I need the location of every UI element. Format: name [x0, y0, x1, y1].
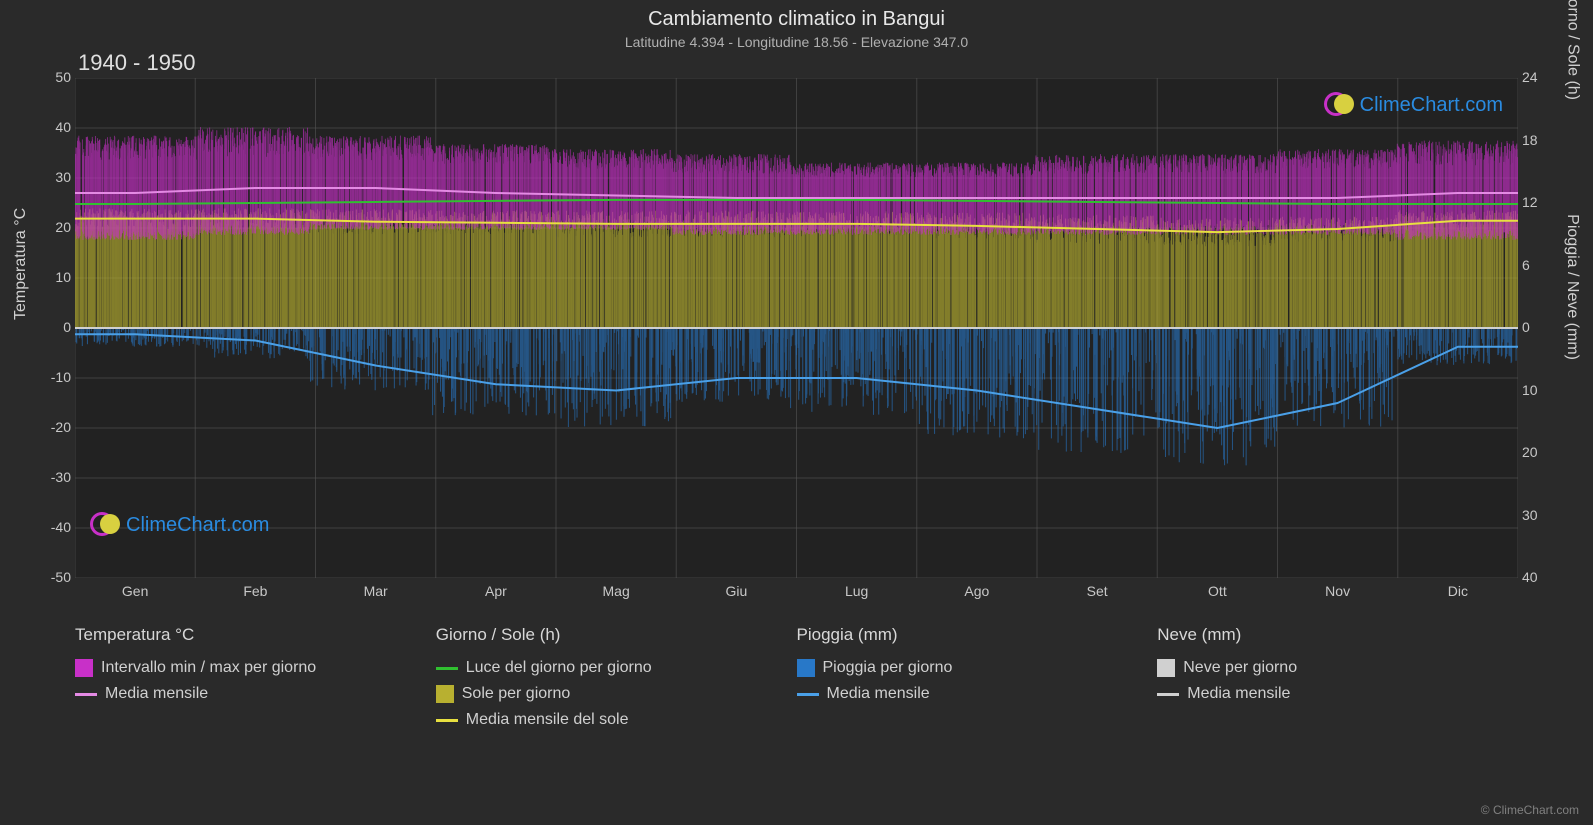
legend-column: Giorno / Sole (h) Luce del giorno per gio… [436, 625, 797, 729]
legend-item: Luce del giorno per giorno [436, 659, 797, 677]
legend-swatch [75, 693, 97, 696]
legend-label: Neve per giorno [1183, 659, 1297, 677]
xtick-month: Apr [485, 583, 507, 599]
legend-label: Media mensile [827, 685, 930, 703]
xtick-month: Giu [725, 583, 747, 599]
legend-column: Temperatura °C Intervallo min / max per g… [75, 625, 436, 729]
legend-header: Pioggia (mm) [797, 625, 1158, 645]
climate-chart-root: Cambiamento climatico in Bangui Latitudi… [0, 0, 1593, 825]
logo-icon [90, 510, 120, 540]
watermark-text: ClimeChart.com [1360, 94, 1503, 117]
ytick-right-top: 18 [1522, 132, 1582, 148]
chart-title: Cambiamento climatico in Bangui [0, 8, 1593, 31]
ytick-right-top: 0 [1522, 319, 1582, 335]
legend-label: Media mensile [105, 685, 208, 703]
legend-label: Luce del giorno per giorno [466, 659, 652, 677]
ytick-right-top: 12 [1522, 194, 1582, 210]
legend-swatch [436, 719, 458, 722]
legend-column: Neve (mm) Neve per giorno Media mensile [1157, 625, 1518, 729]
chart-subtitle: Latitudine 4.394 - Longitudine 18.56 - E… [0, 34, 1593, 50]
xtick-month: Mar [364, 583, 388, 599]
legend-header: Giorno / Sole (h) [436, 625, 797, 645]
legend-swatch [1157, 659, 1175, 677]
ytick-right-top: 6 [1522, 257, 1582, 273]
xtick-month: Ago [964, 583, 989, 599]
ytick-left: 50 [11, 69, 71, 85]
legend-swatch [436, 667, 458, 670]
plot-area [75, 78, 1518, 578]
watermark-text: ClimeChart.com [126, 514, 269, 537]
copyright: © ClimeChart.com [1481, 803, 1579, 817]
legend-swatch [797, 659, 815, 677]
legend-item: Sole per giorno [436, 685, 797, 703]
legend-header: Neve (mm) [1157, 625, 1518, 645]
legend-item: Media mensile [797, 685, 1158, 703]
xtick-month: Gen [122, 583, 148, 599]
legend-item: Media mensile [1157, 685, 1518, 703]
legend-swatch [75, 659, 93, 677]
ytick-left: -30 [11, 469, 71, 485]
xtick-month: Nov [1325, 583, 1350, 599]
logo-icon [1324, 90, 1354, 120]
ytick-right-bot: 10 [1522, 382, 1582, 398]
legend-label: Intervallo min / max per giorno [101, 659, 316, 677]
y-right-bot-axis-label: Pioggia / Neve (mm) [1563, 214, 1581, 360]
ytick-right-top: 24 [1522, 69, 1582, 85]
ytick-left: -50 [11, 569, 71, 585]
ytick-left: 10 [11, 269, 71, 285]
ytick-left: -20 [11, 419, 71, 435]
legend-item: Media mensile del sole [436, 711, 797, 729]
y-right-top-axis-label: Giorno / Sole (h) [1563, 0, 1581, 100]
ytick-left: 30 [11, 169, 71, 185]
ytick-right-bot: 40 [1522, 569, 1582, 585]
ytick-left: 0 [11, 319, 71, 335]
ytick-left: -10 [11, 369, 71, 385]
xtick-month: Ott [1208, 583, 1227, 599]
xtick-month: Mag [603, 583, 630, 599]
period-label: 1940 - 1950 [78, 50, 195, 76]
plot-svg [75, 78, 1518, 578]
legend-item: Intervallo min / max per giorno [75, 659, 436, 677]
legend: Temperatura °C Intervallo min / max per g… [75, 625, 1518, 729]
ytick-left: 40 [11, 119, 71, 135]
legend-column: Pioggia (mm) Pioggia per giorno Media mens… [797, 625, 1158, 729]
legend-label: Media mensile [1187, 685, 1290, 703]
legend-item: Media mensile [75, 685, 436, 703]
ytick-left: 20 [11, 219, 71, 235]
legend-label: Pioggia per giorno [823, 659, 953, 677]
legend-item: Pioggia per giorno [797, 659, 1158, 677]
xtick-month: Lug [845, 583, 868, 599]
legend-label: Media mensile del sole [466, 711, 629, 729]
legend-swatch [1157, 693, 1179, 696]
watermark-top: ClimeChart.com [1324, 90, 1503, 120]
xtick-month: Dic [1448, 583, 1468, 599]
legend-swatch [436, 685, 454, 703]
ytick-right-bot: 20 [1522, 444, 1582, 460]
legend-label: Sole per giorno [462, 685, 571, 703]
legend-header: Temperatura °C [75, 625, 436, 645]
xtick-month: Feb [243, 583, 267, 599]
ytick-right-bot: 30 [1522, 507, 1582, 523]
legend-item: Neve per giorno [1157, 659, 1518, 677]
ytick-left: -40 [11, 519, 71, 535]
legend-swatch [797, 693, 819, 696]
xtick-month: Set [1087, 583, 1108, 599]
watermark-bottom: ClimeChart.com [90, 510, 269, 540]
